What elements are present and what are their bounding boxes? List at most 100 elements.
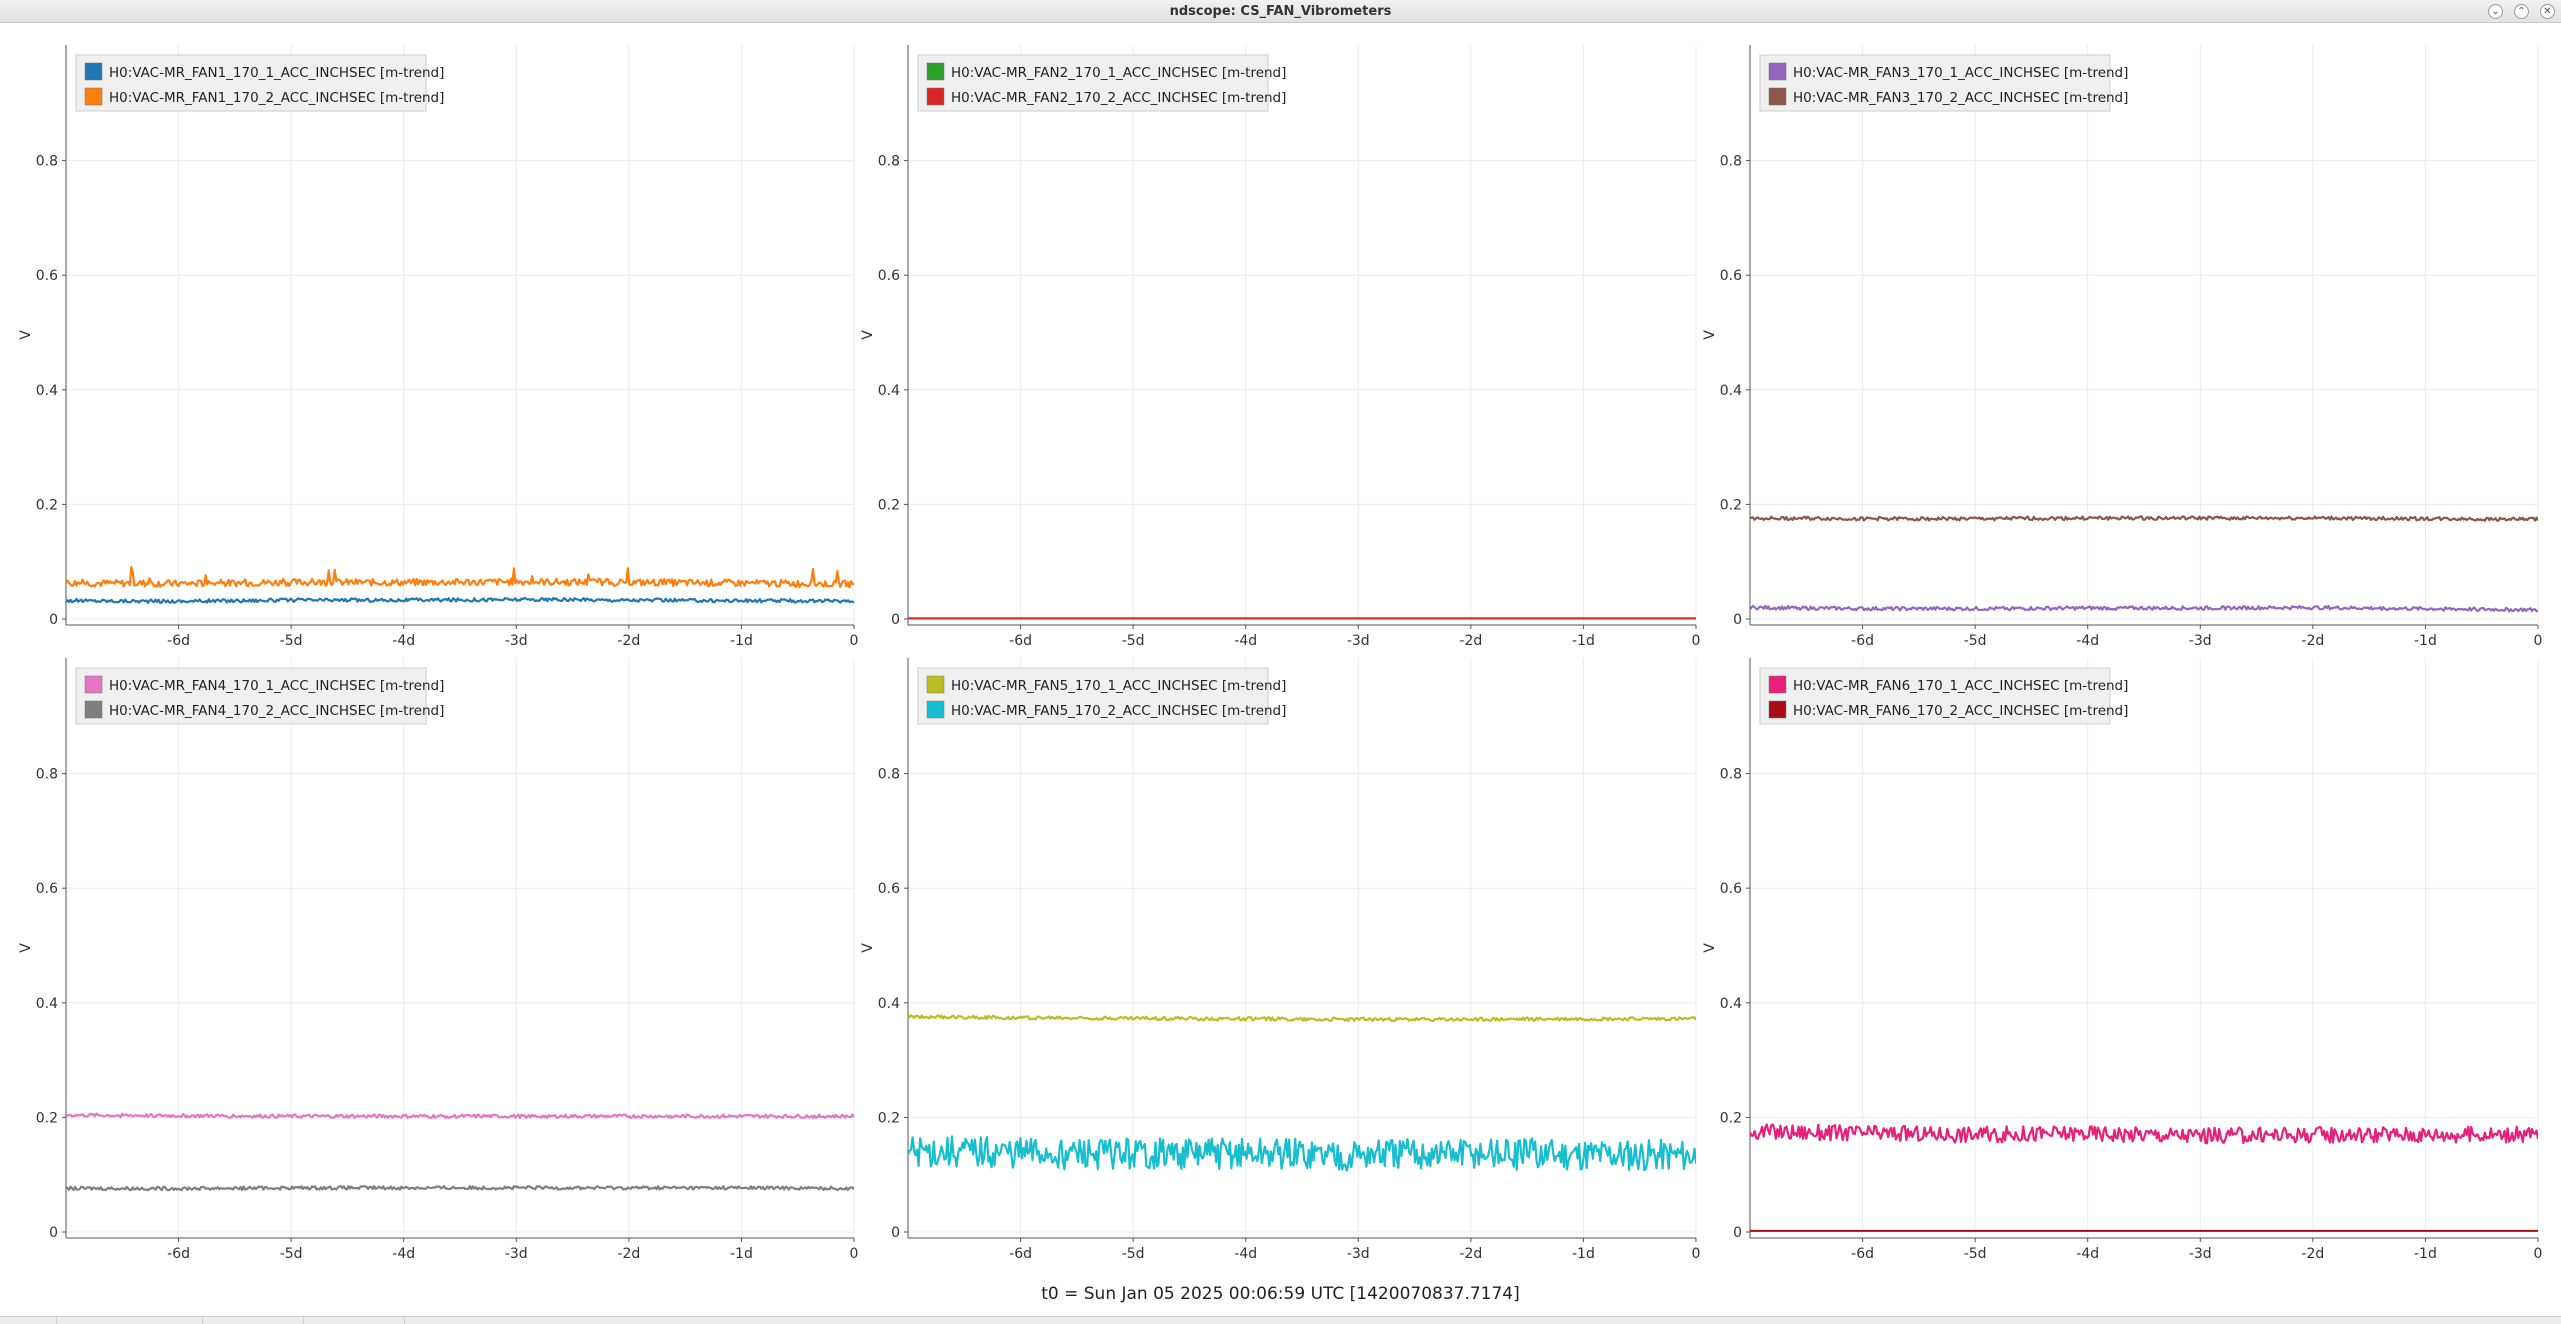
- legend-entry[interactable]: H0:VAC-MR_FAN4_170_1_ACC_INCHSEC [m-tren…: [109, 678, 444, 694]
- plot-area[interactable]: [908, 658, 1696, 1238]
- plot-panel-5[interactable]: 0 0.2 0.4 0.6 0.8 -6d -5d -4d -3d -2d -1d 0 V H0:VAC-…: [860, 658, 1700, 1262]
- x-tick-label: -2d: [1459, 1246, 1482, 1262]
- legend[interactable]: H0:VAC-MR_FAN4_170_1_ACC_INCHSEC [m-tren…: [75, 667, 444, 725]
- x-tick-label: -4d: [1234, 1246, 1257, 1262]
- x-tick-label: 0: [1692, 1246, 1701, 1262]
- plot-panel-2[interactable]: 0 0.2 0.4 0.6 0.8 -6d -5d -4d -3d -2d -1d 0 V H0:VAC-…: [860, 45, 1700, 649]
- legend-box: [75, 54, 427, 112]
- legend-box: [917, 54, 1269, 112]
- x-tick-label: -1d: [2414, 1246, 2437, 1262]
- y-tick-label: 0.6: [1720, 881, 1742, 897]
- legend-swatch: [1768, 87, 1787, 106]
- y-tick-label: 0: [49, 1225, 58, 1241]
- y-tick-label: 0.6: [1720, 268, 1742, 284]
- y-tick-label: 0.4: [878, 996, 900, 1012]
- y-tick-label: 0.4: [1720, 996, 1742, 1012]
- legend-swatch: [84, 675, 103, 694]
- plot-area[interactable]: [66, 658, 854, 1238]
- legend-entry[interactable]: H0:VAC-MR_FAN2_170_1_ACC_INCHSEC [m-tren…: [951, 65, 1286, 81]
- t0-label: t0 = Sun Jan 05 2025 00:06:59 UTC [14200…: [1041, 1284, 1520, 1304]
- series-line: [66, 1185, 854, 1192]
- plot-area[interactable]: [908, 45, 1696, 625]
- x-tick-label: -5d: [1122, 633, 1145, 649]
- legend-entry[interactable]: H0:VAC-MR_FAN3_170_2_ACC_INCHSEC [m-tren…: [1793, 90, 2128, 106]
- x-tick-label: 0: [850, 633, 859, 649]
- legend-swatch: [84, 87, 103, 106]
- y-tick-label: 0.6: [878, 881, 900, 897]
- x-tick-label: -4d: [2076, 1246, 2099, 1262]
- y-tick-label: 0: [891, 612, 900, 628]
- y-tick-label: 0: [1733, 612, 1742, 628]
- y-axis-label: V: [1702, 330, 1718, 340]
- legend[interactable]: H0:VAC-MR_FAN2_170_1_ACC_INCHSEC [m-tren…: [917, 54, 1286, 112]
- series-line: [908, 1135, 1696, 1172]
- x-tick-label: -6d: [1851, 633, 1874, 649]
- y-tick-label: 0.8: [878, 154, 900, 170]
- x-tick-label: -1d: [1572, 1246, 1595, 1262]
- x-tick-label: -3d: [505, 1246, 528, 1262]
- x-tick-label: -5d: [1122, 1246, 1145, 1262]
- y-axis-label: V: [860, 330, 876, 340]
- x-tick-label: -4d: [1234, 633, 1257, 649]
- y-tick-label: 0.6: [36, 881, 58, 897]
- plot-area[interactable]: [1750, 658, 2538, 1238]
- series-line: [66, 596, 854, 604]
- x-tick-label: 0: [2534, 633, 2543, 649]
- series-line: [66, 565, 854, 589]
- legend[interactable]: H0:VAC-MR_FAN5_170_1_ACC_INCHSEC [m-tren…: [917, 667, 1286, 725]
- x-tick-label: -6d: [1851, 1246, 1874, 1262]
- plot-panel-6[interactable]: 0 0.2 0.4 0.6 0.8 -6d -5d -4d -3d -2d -1d 0 V H0:VAC-…: [1702, 658, 2542, 1262]
- maximize-button[interactable]: ⌃: [2514, 4, 2529, 19]
- legend-entry[interactable]: H0:VAC-MR_FAN4_170_2_ACC_INCHSEC [m-tren…: [109, 703, 444, 719]
- y-tick-label: 0.8: [36, 767, 58, 783]
- x-tick-label: -6d: [1009, 1246, 1032, 1262]
- y-tick-label: 0.2: [36, 1110, 58, 1126]
- close-button[interactable]: ✕: [2540, 4, 2555, 19]
- y-tick-label: 0.4: [878, 383, 900, 399]
- x-tick-label: -5d: [280, 1246, 303, 1262]
- y-tick-label: 0: [891, 1225, 900, 1241]
- window-titlebar[interactable]: ndscope: CS_FAN_Vibrometers ⌄ ⌃ ✕: [0, 0, 2561, 23]
- legend-box: [1759, 54, 2111, 112]
- legend-swatch: [84, 700, 103, 719]
- plot-area[interactable]: [66, 45, 854, 625]
- x-tick-label: -1d: [1572, 633, 1595, 649]
- close-icon: ✕: [2543, 6, 2552, 17]
- plot-area[interactable]: [1750, 45, 2538, 625]
- y-tick-label: 0.8: [878, 767, 900, 783]
- legend-box: [917, 667, 1269, 725]
- legend-entry[interactable]: H0:VAC-MR_FAN6_170_1_ACC_INCHSEC [m-tren…: [1793, 678, 2128, 694]
- chevron-up-icon: ⌃: [2517, 6, 2526, 17]
- legend[interactable]: H0:VAC-MR_FAN3_170_1_ACC_INCHSEC [m-tren…: [1759, 54, 2128, 112]
- chevron-down-icon: ⌄: [2491, 6, 2500, 17]
- legend-entry[interactable]: H0:VAC-MR_FAN5_170_2_ACC_INCHSEC [m-tren…: [951, 703, 1286, 719]
- y-tick-label: 0.6: [36, 268, 58, 284]
- y-tick-label: 0.8: [1720, 154, 1742, 170]
- x-tick-label: -4d: [2076, 633, 2099, 649]
- x-tick-label: -2d: [1459, 633, 1482, 649]
- plot-panel-4[interactable]: 0 0.2 0.4 0.6 0.8 -6d -5d -4d -3d -2d -1d 0 V H0:VAC-…: [18, 658, 858, 1262]
- plot-panel-3[interactable]: 0 0.2 0.4 0.6 0.8 -6d -5d -4d -3d -2d -1d 0 V H0:VAC-…: [1702, 45, 2542, 649]
- legend[interactable]: H0:VAC-MR_FAN6_170_1_ACC_INCHSEC [m-tren…: [1759, 667, 2128, 725]
- legend-entry[interactable]: H0:VAC-MR_FAN5_170_1_ACC_INCHSEC [m-tren…: [951, 678, 1286, 694]
- series-line: [1750, 1123, 2538, 1145]
- series-line: [1750, 515, 2538, 522]
- plot-grid[interactable]: 0 0.2 0.4 0.6 0.8 -6d -5d -4d -3d -2d -1d 0 V H0:VAC-…: [0, 23, 2561, 1283]
- y-tick-label: 0.4: [1720, 383, 1742, 399]
- plot-panel-1[interactable]: 0 0.2 0.4 0.6 0.8 -6d -5d -4d -3d -2d -1d 0 V H0:VAC-…: [18, 45, 858, 649]
- y-tick-label: 0.2: [1720, 497, 1742, 513]
- minimize-button[interactable]: ⌄: [2488, 4, 2503, 19]
- legend-swatch: [1768, 700, 1787, 719]
- y-tick-label: 0.2: [878, 1110, 900, 1126]
- legend-entry[interactable]: H0:VAC-MR_FAN6_170_2_ACC_INCHSEC [m-tren…: [1793, 703, 2128, 719]
- legend-entry[interactable]: H0:VAC-MR_FAN3_170_1_ACC_INCHSEC [m-tren…: [1793, 65, 2128, 81]
- y-axis-label: V: [860, 943, 876, 953]
- legend-entry[interactable]: H0:VAC-MR_FAN1_170_2_ACC_INCHSEC [m-tren…: [109, 90, 444, 106]
- legend[interactable]: H0:VAC-MR_FAN1_170_1_ACC_INCHSEC [m-tren…: [75, 54, 444, 112]
- x-tick-label: -1d: [730, 1246, 753, 1262]
- legend-entry[interactable]: H0:VAC-MR_FAN2_170_2_ACC_INCHSEC [m-tren…: [951, 90, 1286, 106]
- legend-entry[interactable]: H0:VAC-MR_FAN1_170_1_ACC_INCHSEC [m-tren…: [109, 65, 444, 81]
- x-tick-label: -5d: [1964, 1246, 1987, 1262]
- series-line: [908, 1014, 1696, 1023]
- x-tick-label: -6d: [167, 633, 190, 649]
